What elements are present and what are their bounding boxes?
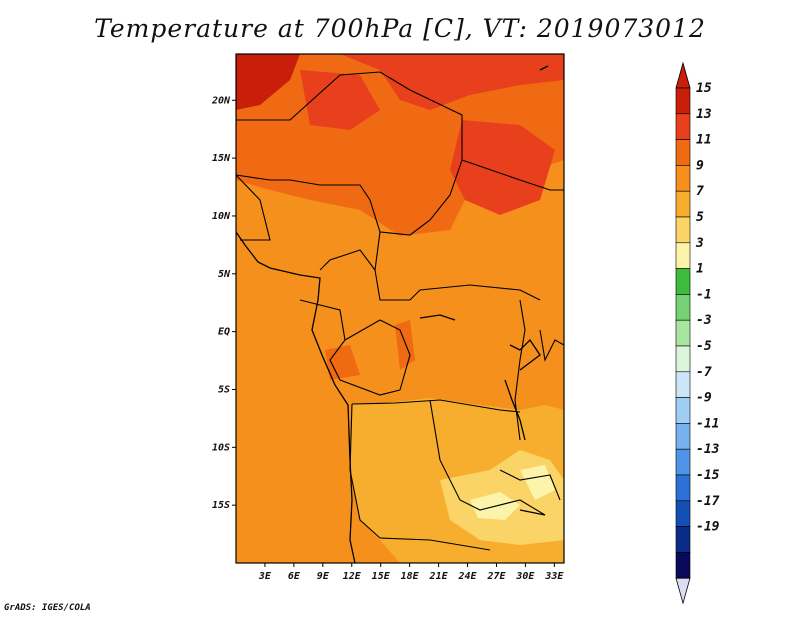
- colorbar-over-arrow: [675, 61, 691, 89]
- colorbar-label: 9: [696, 158, 704, 173]
- coastline: [236, 65, 549, 563]
- colorbar-swatch: [675, 500, 691, 527]
- colorbar-label: 15: [696, 81, 712, 96]
- colorbar-swatch: [675, 113, 691, 140]
- colorbar-label: 11: [696, 133, 712, 148]
- map-title: Temperature at 700hPa [C], VT: 201907301…: [94, 14, 706, 43]
- x-tick-label: 15E: [372, 571, 391, 582]
- y-tick-label: 10S: [212, 442, 230, 453]
- x-tick-label: 6E: [288, 571, 301, 582]
- y-axis: 20N 15N 10N 5N EQ 5S 10S 15S: [211, 95, 236, 511]
- colorbar-swatch: [675, 448, 691, 476]
- colorbar-swatch: [675, 345, 691, 373]
- colorbar-swatch: [675, 268, 691, 295]
- colorbar-label: 7: [696, 184, 704, 199]
- colorbar-label: 13: [696, 107, 712, 122]
- colorbar-label: 3: [695, 236, 704, 251]
- colorbar-label: -15: [696, 468, 720, 483]
- x-tick-label: 33E: [544, 571, 564, 582]
- colorbar-swatch: [675, 319, 691, 347]
- map-frame: [235, 53, 565, 564]
- colorbar-label: 5: [696, 210, 704, 225]
- colorbar-under-arrow: [675, 577, 691, 605]
- y-tick-label: 5S: [218, 384, 230, 395]
- colorbar-label: 1: [696, 262, 704, 277]
- colorbar-swatch: [675, 242, 691, 269]
- colorbar-swatch: [675, 139, 691, 166]
- colorbar-label: -5: [696, 339, 712, 354]
- y-tick-label: 15N: [212, 153, 231, 164]
- colorbar-swatch: [675, 552, 691, 579]
- colorbar-swatch: [675, 474, 691, 502]
- y-tick-label: 20N: [211, 95, 231, 106]
- x-tick-label: 18E: [401, 571, 420, 582]
- colorbar-label: -11: [696, 416, 719, 431]
- x-tick-label: 27E: [486, 571, 506, 582]
- x-axis: 3E 6E 9E 12E 15E 18E 21E 24E 27E 30E 33E: [258, 563, 564, 582]
- x-tick-label: 30E: [515, 571, 535, 582]
- y-tick-label: EQ: [218, 327, 230, 338]
- colorbar-label: -19: [696, 520, 720, 535]
- temperature-field: [236, 54, 564, 563]
- x-tick-label: 3E: [258, 571, 272, 582]
- country-borders: [236, 71, 564, 551]
- grads-credit: GrADS: IGES/COLA: [4, 603, 91, 613]
- colorbar-swatch: [675, 165, 691, 192]
- colorbar-swatch: [675, 423, 691, 450]
- colorbar-swatch: [675, 294, 691, 321]
- colorbar-swatch: [675, 216, 691, 244]
- x-tick-label: 9E: [317, 571, 330, 582]
- colorbar-swatch: [675, 526, 691, 553]
- x-tick-label: 12E: [343, 571, 362, 582]
- y-tick-label: 5N: [218, 269, 231, 280]
- colorbar-label: -17: [696, 494, 720, 509]
- x-tick-label: 24E: [457, 571, 477, 582]
- colorbar-swatch: [675, 87, 691, 115]
- colorbar-label: -1: [696, 287, 712, 302]
- colorbar-label: -9: [696, 391, 712, 406]
- colorbar-label: -7: [696, 365, 712, 380]
- colorbar-swatch: [675, 190, 691, 218]
- y-tick-label: 10N: [212, 211, 231, 222]
- colorbar-label: -13: [696, 442, 720, 457]
- x-tick-label: 21E: [429, 571, 449, 582]
- y-tick-label: 15S: [212, 500, 230, 511]
- colorbar-swatch: [675, 371, 691, 398]
- colorbar-swatch: [675, 397, 691, 424]
- colorbar: 15 13 11 9 7 5 3 1 -1 -3 -5 -7 -9 -11 -13 -15 -17 -19: [675, 61, 720, 605]
- colorbar-label: -3: [696, 313, 712, 328]
